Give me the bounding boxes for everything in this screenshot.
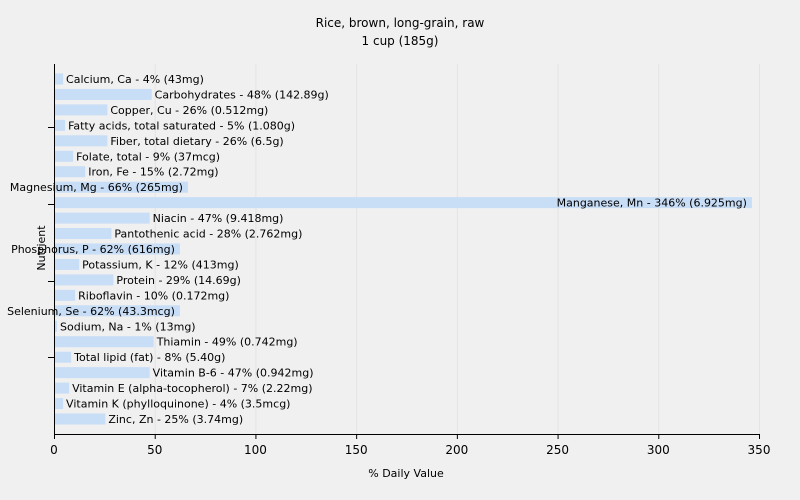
bar-6 [55, 166, 86, 178]
bar-16 [55, 320, 58, 332]
bar-5 [55, 150, 74, 162]
bar-9 [55, 212, 150, 224]
bars [55, 73, 752, 425]
x-tick-label-350: 350 [748, 443, 771, 457]
bar-19 [55, 367, 150, 379]
bar-label-21: Vitamin K (phylloquinone) - 4% (3.5mcg) [66, 398, 290, 411]
bar-17 [55, 336, 154, 348]
x-axis-title: % Daily Value [368, 467, 444, 480]
bar-label-3: Fatty acids, total saturated - 5% (1.080… [68, 119, 295, 132]
bar-20 [55, 382, 70, 394]
bar-label-17: Thiamin - 49% (0.742mg) [156, 336, 298, 349]
x-tick-label-0: 0 [50, 443, 58, 457]
bar-2 [55, 104, 108, 116]
bar-label-11: Phosphorus, P - 62% (616mg) [11, 243, 175, 256]
bar-label-1: Carbohydrates - 48% (142.89g) [155, 88, 329, 101]
bar-label-20: Vitamin E (alpha-tocopherol) - 7% (2.22m… [72, 382, 312, 395]
bar-label-8: Manganese, Mn - 346% (6.925mg) [557, 197, 747, 210]
bar-14 [55, 289, 76, 301]
bar-label-10: Pantothenic acid - 28% (2.762mg) [114, 228, 302, 241]
bar-label-5: Folate, total - 9% (37mcg) [76, 150, 220, 163]
bar-3 [55, 119, 66, 131]
bar-7 [55, 181, 188, 193]
x-tick-label-150: 150 [345, 443, 368, 457]
x-tick-label-200: 200 [445, 443, 468, 457]
bar-label-18: Total lipid (fat) - 8% (5.40g) [73, 351, 225, 364]
bar-label-2: Copper, Cu - 26% (0.512mg) [110, 104, 268, 117]
chart-subtitle: 1 cup (185g) [362, 34, 439, 48]
bar-label-6: Iron, Fe - 15% (2.72mg) [88, 166, 218, 179]
bar-label-0: Calcium, Ca - 4% (43mg) [66, 73, 204, 86]
x-tick-label-50: 50 [147, 443, 162, 457]
bar-10 [55, 228, 112, 240]
bar-label-4: Fiber, total dietary - 26% (6.5g) [110, 135, 283, 148]
bar-label-13: Protein - 29% (14.69g) [116, 274, 241, 287]
bar-labels: Calcium, Ca - 4% (43mg) Carbohydrates - 4… [7, 73, 747, 426]
bar-1 [55, 88, 152, 100]
bar-8 [55, 197, 752, 209]
bar-18 [55, 351, 72, 363]
bar-11 [55, 243, 180, 255]
bar-13 [55, 274, 114, 286]
bar-4 [55, 135, 108, 147]
x-tick-label-100: 100 [244, 443, 267, 457]
bar-15 [55, 305, 180, 317]
bar-12 [55, 258, 80, 270]
x-tick-label-250: 250 [546, 443, 569, 457]
bar-label-16: Sodium, Na - 1% (13mg) [60, 320, 196, 333]
bar-label-14: Riboflavin - 10% (0.172mg) [78, 289, 229, 302]
bar-label-15: Selenium, Se - 62% (43.3mcg) [7, 305, 175, 318]
bar-label-12: Potassium, K - 12% (413mg) [82, 258, 239, 271]
bar-label-7: Magnesium, Mg - 66% (265mg) [10, 181, 183, 194]
axes: 0 50 100 150 200 250 300 350 [48, 64, 770, 457]
bar-0 [55, 73, 64, 85]
bar-label-22: Zinc, Zn - 25% (3.74mg) [108, 413, 243, 426]
y-axis-title: Nutrient [35, 225, 48, 271]
chart-title: Rice, brown, long-grain, raw [316, 16, 485, 30]
bar-label-19: Vitamin B-6 - 47% (0.942mg) [153, 367, 314, 380]
grid-lines [154, 64, 760, 434]
bar-21 [55, 398, 64, 410]
x-tick-label-300: 300 [647, 443, 670, 457]
bar-22 [55, 413, 106, 425]
bar-label-9: Niacin - 47% (9.418mg) [153, 212, 284, 225]
